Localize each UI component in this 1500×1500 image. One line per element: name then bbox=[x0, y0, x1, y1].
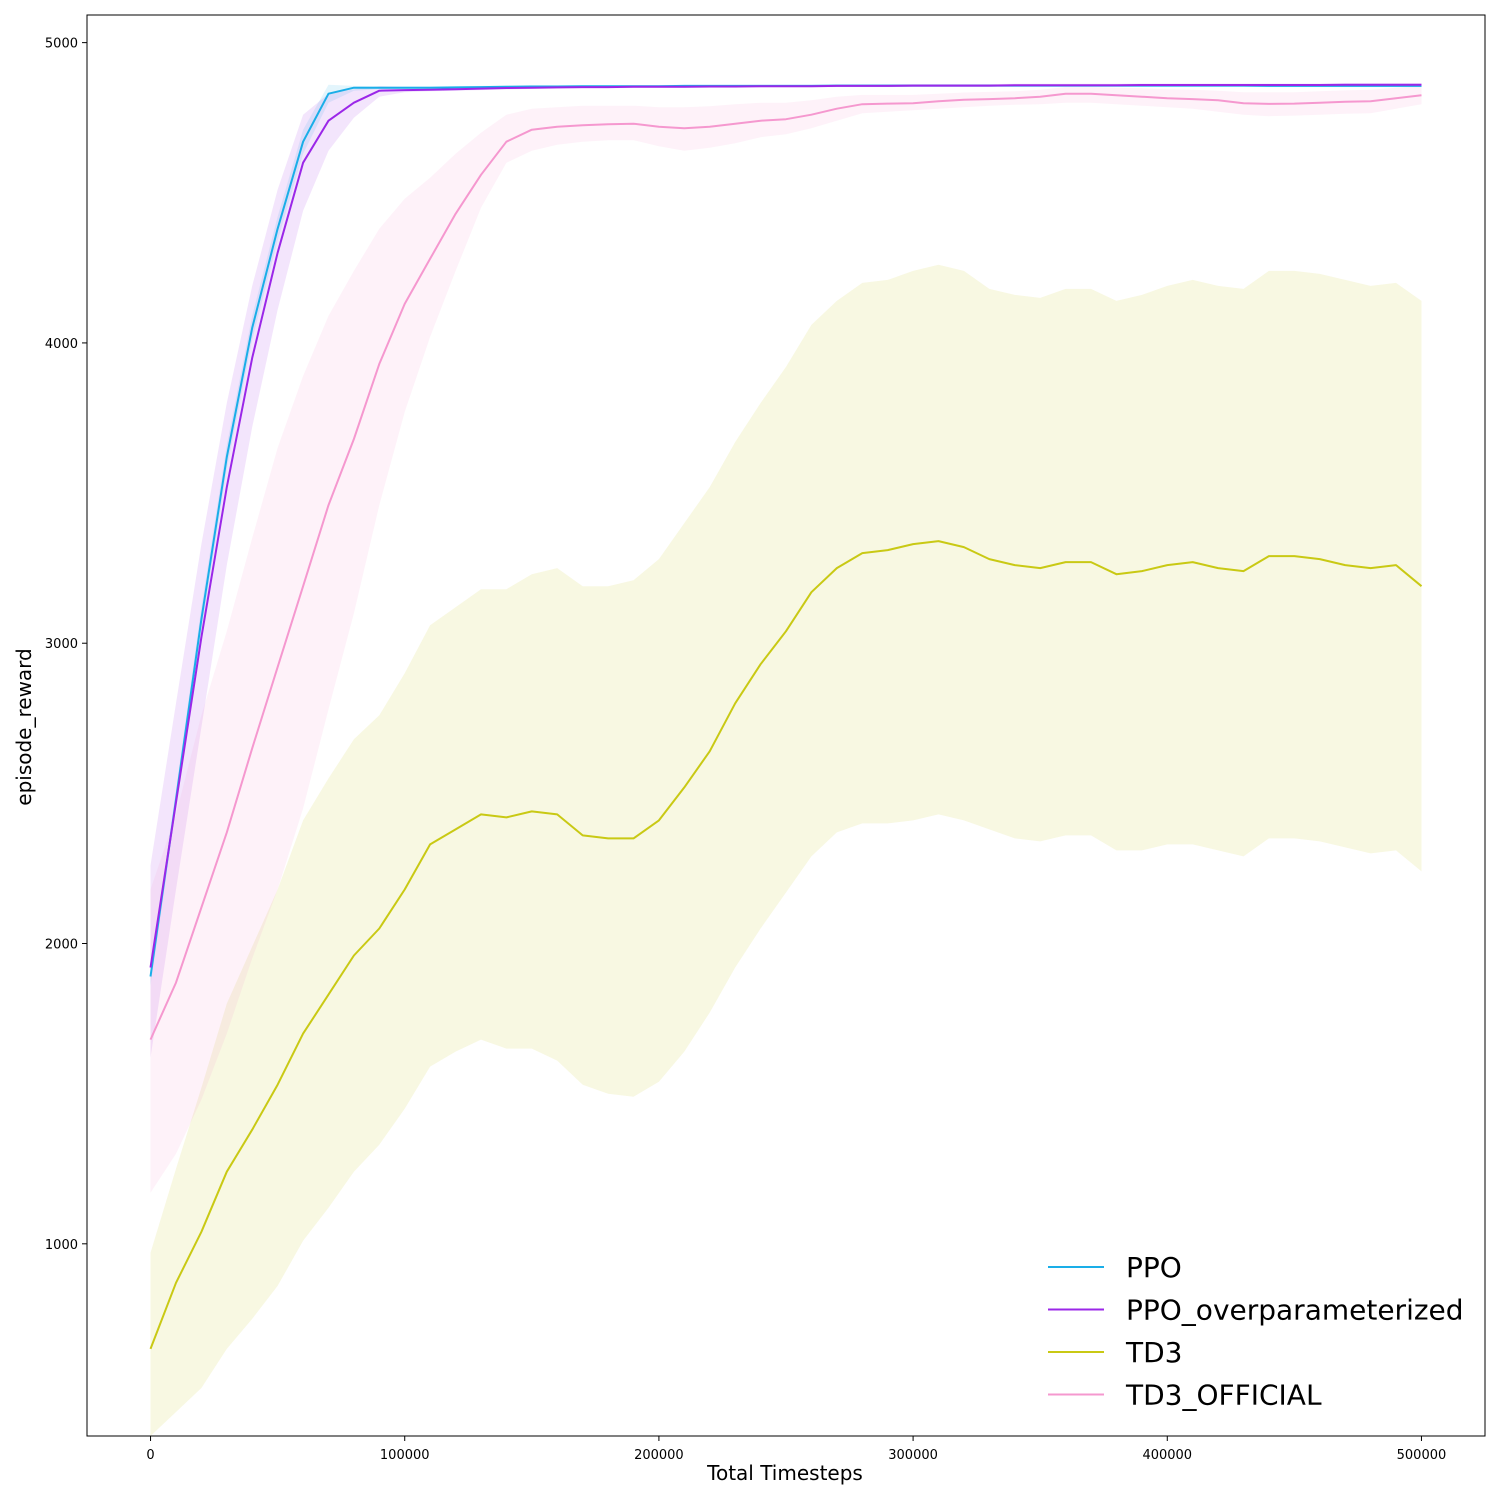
x-tick-label: 200000 bbox=[634, 1448, 684, 1463]
x-tick-label: 400000 bbox=[1142, 1448, 1192, 1463]
x-tick-label: 300000 bbox=[888, 1448, 938, 1463]
series-line-ppo-overparameterized bbox=[149, 83, 1422, 968]
y-tick-label: 5000 bbox=[45, 37, 78, 52]
y-tick-label: 4000 bbox=[45, 337, 78, 352]
y-tick-label: 2000 bbox=[45, 938, 78, 953]
x-axis-ticks: 0 100000 200000 300000 400000 500000 bbox=[146, 1436, 1446, 1463]
legend-label-ppo-overparameterized: PPO_overparameterized bbox=[1126, 1294, 1464, 1327]
x-axis-label: Total Timesteps bbox=[706, 1461, 863, 1485]
band-td3 bbox=[150, 264, 1422, 1436]
y-axis-ticks: 1000 2000 3000 4000 5000 bbox=[45, 37, 87, 1253]
plot-frame bbox=[86, 14, 1486, 1437]
y-axis-label: episode_reward bbox=[12, 648, 36, 805]
series-line-td3-official bbox=[149, 92, 1422, 1041]
y-tick-label: 3000 bbox=[45, 637, 78, 652]
y-tick-label: 1000 bbox=[45, 1238, 78, 1253]
x-tick-label: 500000 bbox=[1397, 1448, 1447, 1463]
confidence-bands bbox=[150, 83, 1422, 1436]
x-tick-label: 0 bbox=[146, 1448, 154, 1463]
series-line-td3 bbox=[149, 540, 1423, 1350]
legend: PPO PPO_overparameterized TD3 TD3_OFFICIAL bbox=[1048, 1251, 1464, 1412]
legend-label-td3-official: TD3_OFFICIAL bbox=[1125, 1379, 1322, 1412]
x-tick-label: 100000 bbox=[380, 1448, 430, 1463]
series-lines bbox=[149, 83, 1423, 1350]
legend-label-ppo: PPO bbox=[1126, 1251, 1182, 1284]
legend-label-td3: TD3 bbox=[1125, 1336, 1182, 1369]
